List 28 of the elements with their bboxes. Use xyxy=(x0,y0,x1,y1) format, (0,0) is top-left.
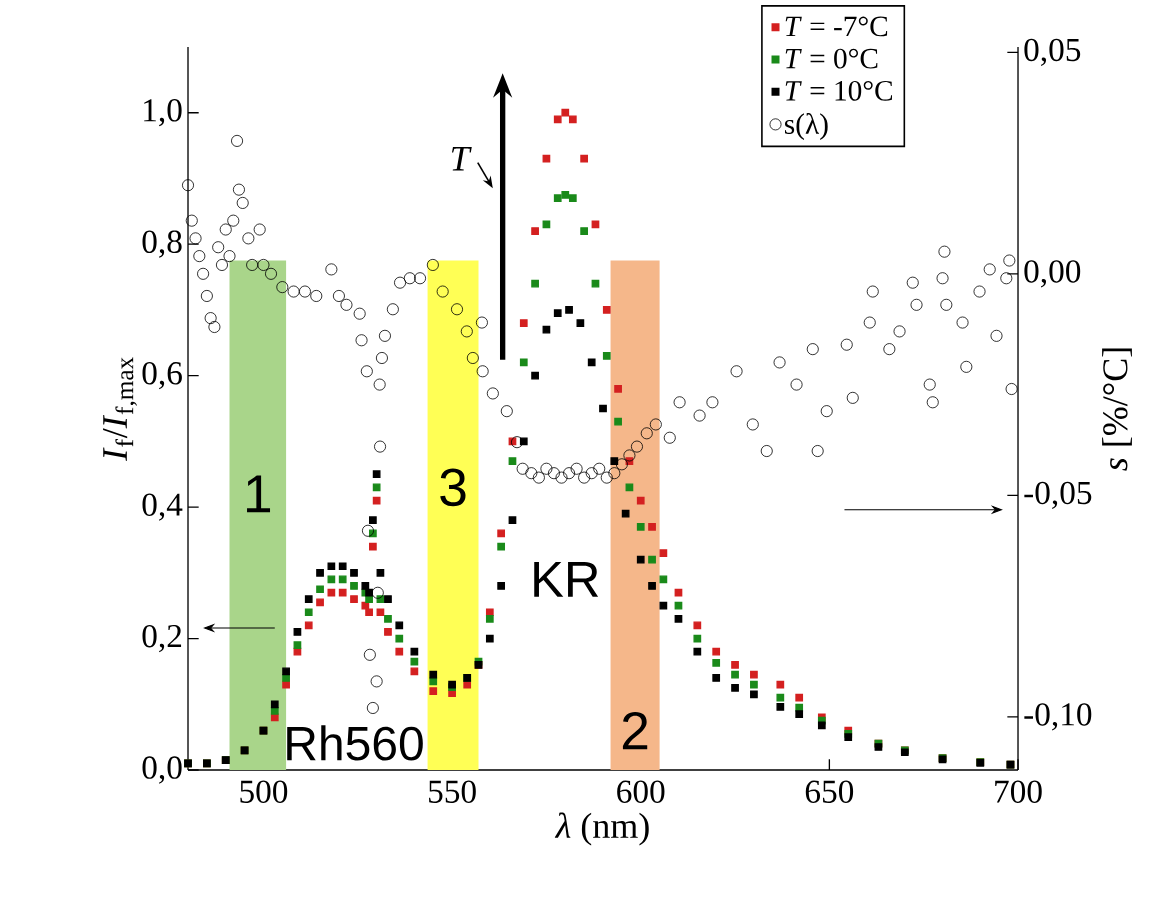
y-tick-label: 1,0 xyxy=(144,99,182,127)
y2-tick-label: 0,05 xyxy=(1024,38,1081,66)
x-axis-title: λ (nm) xyxy=(554,812,649,846)
x-tick-label: 500 xyxy=(240,780,288,803)
legend-label: s(λ) xyxy=(784,113,828,140)
y-axis-title: I$_{f}$/I$_{f,max}$ xyxy=(103,357,137,461)
band-label: 1 xyxy=(247,475,271,513)
x-tick-label: 650 xyxy=(805,780,854,803)
annotation: T xyxy=(452,146,472,171)
legend-label: T = 0°C xyxy=(785,48,878,69)
band-label: 2 xyxy=(622,711,648,750)
y2-tick-label: -0,10 xyxy=(1024,703,1092,731)
y2-axis-title: s [%/°C] xyxy=(1102,348,1132,471)
x-tick-label: 600 xyxy=(617,780,665,803)
y-tick-label: 0,6 xyxy=(142,361,182,390)
legend-label: T = -7°C xyxy=(785,16,888,37)
y-tick-label: 0,0 xyxy=(142,756,182,784)
annotation: KR xyxy=(534,561,599,597)
legend-label: T = 10°C xyxy=(785,80,893,101)
y-tick-label: 0,8 xyxy=(142,230,182,258)
band-label: 3 xyxy=(440,468,466,507)
y2-tick-label: -0,05 xyxy=(1024,481,1092,509)
y-tick-label: 0,2 xyxy=(142,624,182,653)
y-tick-label: 0,4 xyxy=(142,493,183,521)
x-tick-label: 550 xyxy=(429,780,476,803)
annotation: Rh560 xyxy=(287,725,423,761)
x-tick-label: 700 xyxy=(995,780,1042,803)
y2-tick-label: 0,00 xyxy=(1024,260,1081,288)
